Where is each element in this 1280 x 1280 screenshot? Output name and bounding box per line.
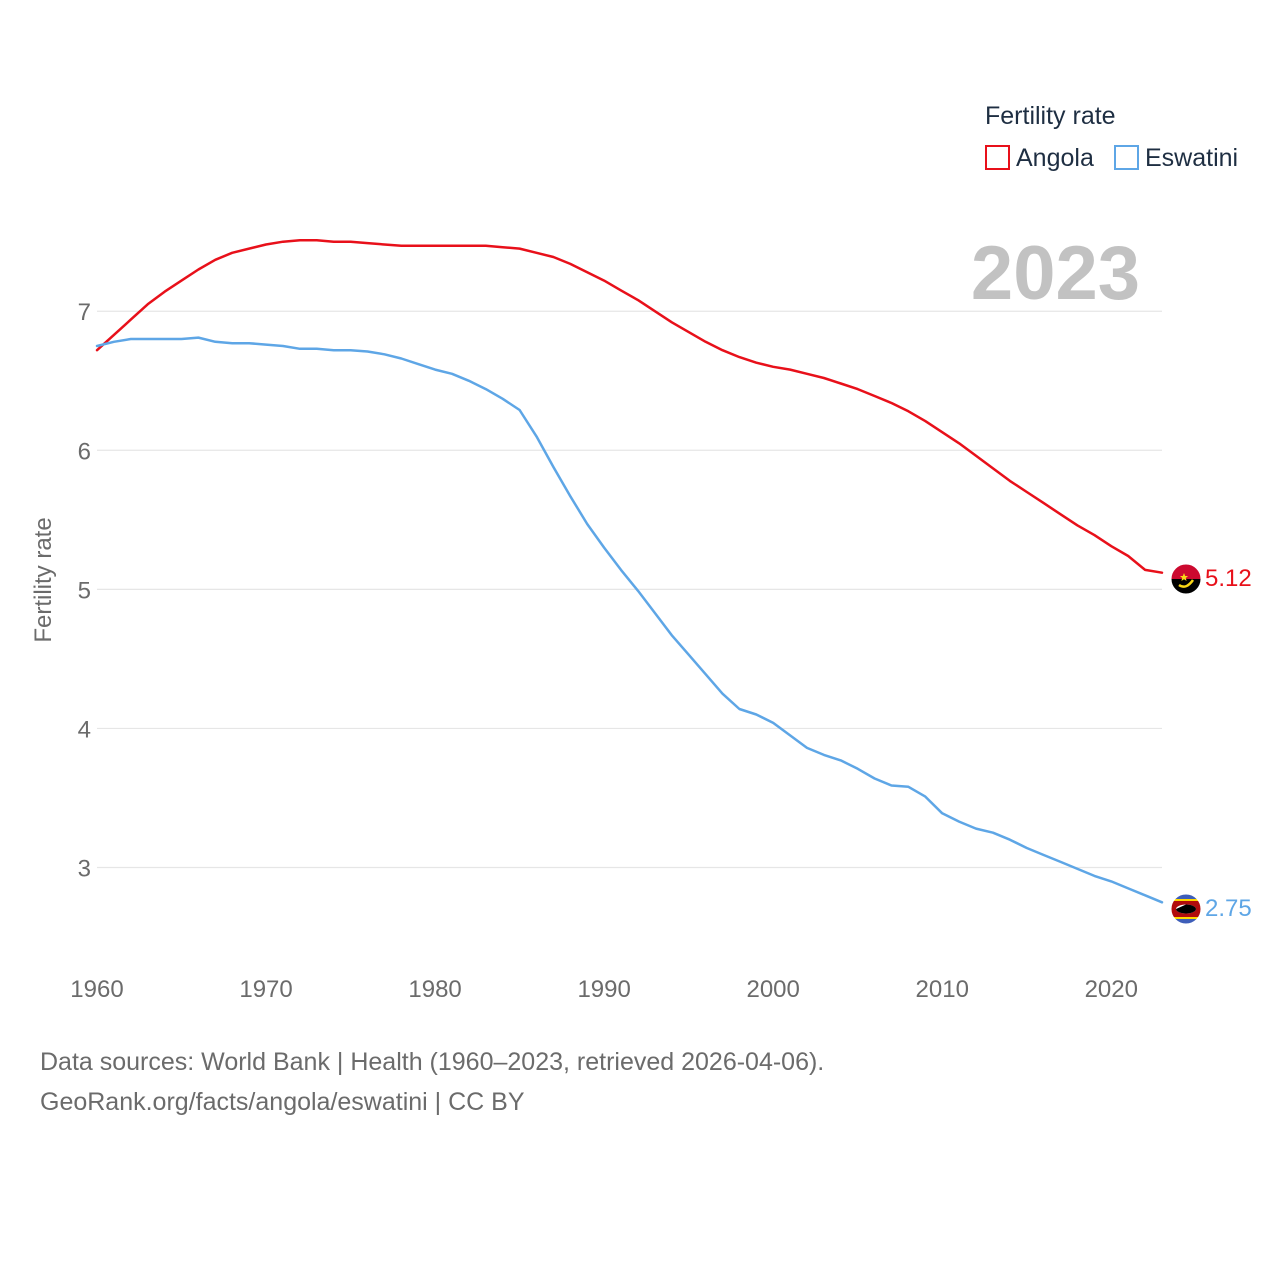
x-tick-label-1990: 1990: [577, 976, 630, 1003]
legend-label-angola[interactable]: Angola: [1016, 144, 1094, 172]
y-axis-ticks: 3 4 5 6 7: [78, 299, 91, 882]
series-line-angola: [95, 239, 1164, 574]
y-tick-label-5: 5: [78, 577, 91, 604]
y-tick-label-6: 6: [78, 438, 91, 465]
x-axis-ticks: 1960 1970 1980 1990 2000 2010 2020: [70, 976, 1138, 1003]
y-tick-label-7: 7: [78, 299, 91, 326]
eswatini-flag-icon: [1171, 894, 1201, 924]
year-watermark: 2023: [971, 231, 1140, 316]
angola-flag-icon: [1171, 564, 1201, 594]
legend: Fertility rate Angola Eswatini: [985, 102, 1238, 172]
y-axis-label: Fertility rate: [30, 517, 57, 642]
fertility-rate-chart: 3 4 5 6 7 1960 1970 1980 1990 2000 2010 2020 Ferti…: [30, 102, 1252, 1003]
series-line-eswatini: [95, 336, 1164, 904]
x-tick-label-1970: 1970: [239, 976, 292, 1003]
x-tick-label-2020: 2020: [1085, 976, 1138, 1003]
angola-end-value: 5.12: [1205, 565, 1252, 592]
x-tick-label-2000: 2000: [746, 976, 799, 1003]
x-tick-label-1980: 1980: [408, 976, 461, 1003]
legend-title: Fertility rate: [985, 102, 1116, 130]
legend-swatch-eswatini[interactable]: [1114, 145, 1139, 170]
y-tick-label-3: 3: [78, 856, 91, 883]
footer: Data sources: World Bank | Health (1960–…: [40, 1042, 824, 1122]
x-tick-label-2010: 2010: [916, 976, 969, 1003]
series-lines: [95, 239, 1164, 904]
x-tick-label-1960: 1960: [70, 976, 123, 1003]
legend-swatch-angola[interactable]: [985, 145, 1010, 170]
credit-link[interactable]: GeoRank.org/facts/angola/eswatini | CC B…: [40, 1088, 525, 1116]
gridlines: [97, 310, 1162, 869]
data-sources-text: Data sources: World Bank | Health (1960–…: [40, 1048, 825, 1076]
legend-label-eswatini[interactable]: Eswatini: [1145, 144, 1238, 172]
eswatini-end-value: 2.75: [1205, 895, 1252, 922]
y-tick-label-4: 4: [78, 716, 91, 743]
